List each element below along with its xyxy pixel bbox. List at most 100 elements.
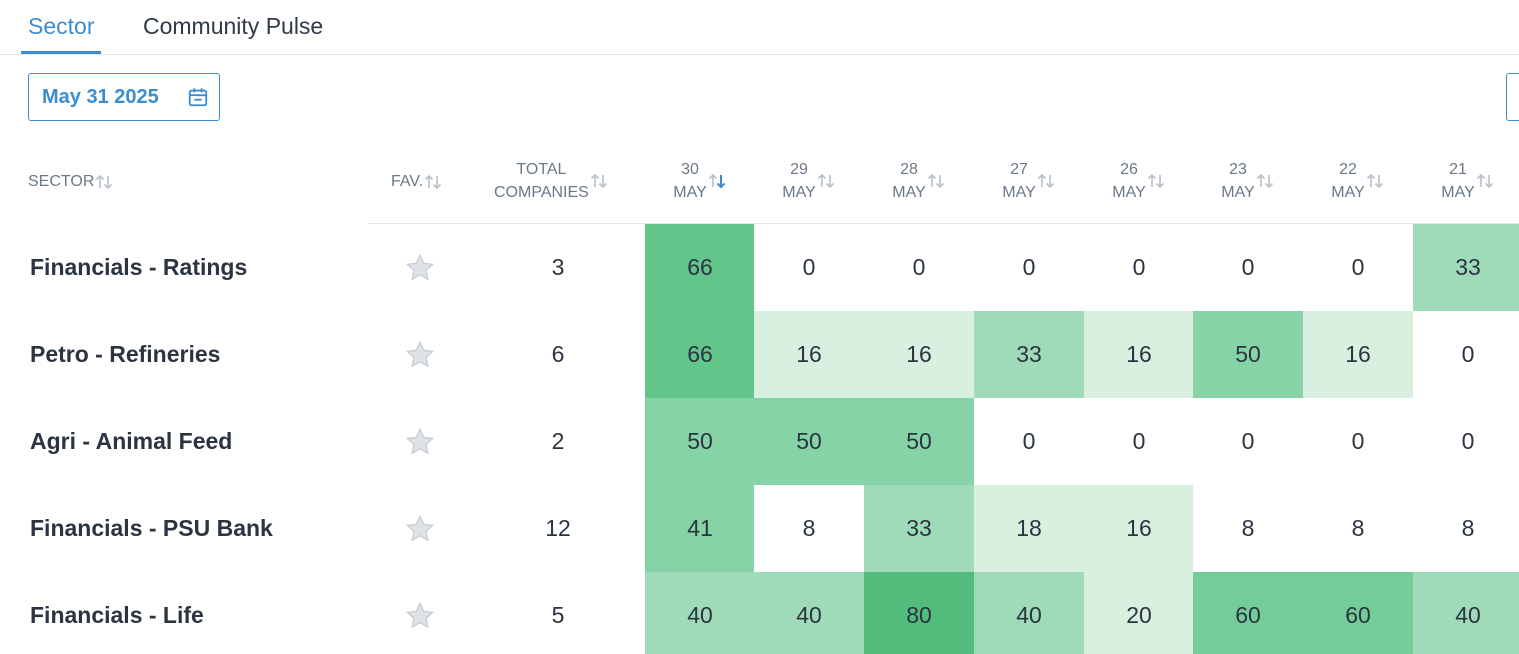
heat-cell: 16 — [1084, 485, 1194, 572]
column-header-total-label: TOTAL COMPANIES — [494, 158, 589, 204]
heat-cell: 18 — [974, 485, 1084, 572]
heat-cell: 33 — [1413, 224, 1519, 311]
date-header-day: 22 — [1339, 161, 1357, 178]
heat-cell: 16 — [864, 311, 974, 398]
date-header-label: 23 MAY — [1221, 158, 1254, 204]
column-header-date-6[interactable]: 22 MAY — [1303, 158, 1413, 204]
sector-name[interactable]: Agri - Animal Feed — [30, 428, 233, 454]
date-header-label: 26 MAY — [1112, 158, 1145, 204]
sort-icon — [96, 174, 113, 189]
heat-cell: 0 — [974, 224, 1084, 311]
heat-cell: 8 — [1193, 485, 1303, 572]
date-header-label: 27 MAY — [1002, 158, 1035, 204]
total-companies-value: 3 — [551, 254, 565, 280]
heat-cell: 80 — [864, 572, 974, 654]
sort-desc-icon — [708, 173, 725, 189]
date-header-day: 26 — [1120, 161, 1138, 178]
date-value: May 31 2025 — [42, 86, 159, 108]
date-header-day: 28 — [900, 161, 918, 178]
date-header-label: 29 MAY — [782, 158, 815, 204]
heat-cell: 60 — [1193, 572, 1303, 654]
heat-cell: 66 — [645, 224, 755, 311]
heat-cell: 0 — [1193, 398, 1303, 485]
heat-cell: 8 — [1413, 485, 1519, 572]
date-header-label: 30 MAY — [673, 158, 706, 204]
date-header-label: 28 MAY — [892, 158, 925, 204]
heat-cell: 40 — [974, 572, 1084, 654]
column-header-fav[interactable]: FAV. — [391, 170, 443, 193]
sort-icon — [1147, 173, 1164, 189]
total-companies-value: 2 — [551, 428, 565, 454]
column-header-date-3[interactable]: 27 MAY — [974, 158, 1084, 204]
column-header-fav-label: FAV. — [391, 173, 424, 191]
column-header-date-4[interactable]: 26 MAY — [1084, 158, 1194, 204]
heat-cell: 60 — [1303, 572, 1413, 654]
column-header-sector-label: SECTOR — [28, 173, 95, 191]
heat-cell: 16 — [754, 311, 864, 398]
heat-cell: 50 — [1193, 311, 1303, 398]
date-header-day: 27 — [1010, 161, 1028, 178]
heat-cell: 8 — [1303, 485, 1413, 572]
sort-icon — [1476, 173, 1493, 189]
total-line2: COMPANIES — [494, 184, 589, 201]
total-companies-value: 12 — [545, 515, 571, 541]
table-row[interactable]: Financials - PSU Bank 12 41 8 33 18 16 8 8 8 — [0, 485, 1519, 572]
heat-cell: 41 — [645, 485, 755, 572]
column-header-date-0[interactable]: 30 MAY — [645, 158, 755, 204]
heat-cell: 16 — [1303, 311, 1413, 398]
date-header-month: MAY — [892, 184, 926, 201]
sort-icon — [1037, 173, 1054, 189]
secondary-control[interactable] — [1506, 73, 1519, 121]
favorite-star-icon[interactable] — [404, 252, 436, 284]
sector-name[interactable]: Financials - Ratings — [30, 254, 248, 280]
sort-icon — [424, 174, 442, 189]
date-header-day: 23 — [1229, 161, 1247, 178]
favorite-star-icon[interactable] — [404, 339, 436, 371]
heat-cell: 0 — [1303, 398, 1413, 485]
tab-sector[interactable]: Sector — [28, 13, 95, 39]
calendar-icon — [188, 88, 208, 107]
sector-name[interactable]: Petro - Refineries — [30, 341, 221, 367]
heat-cell: 0 — [1084, 398, 1194, 485]
column-header-date-1[interactable]: 29 MAY — [754, 158, 864, 204]
date-header-month: MAY — [1002, 184, 1036, 201]
sort-icon — [927, 173, 944, 189]
total-companies-value: 5 — [551, 602, 565, 628]
active-tab-indicator — [21, 51, 101, 54]
favorite-star-icon[interactable] — [404, 513, 436, 545]
heat-cell: 50 — [645, 398, 755, 485]
sector-name[interactable]: Financials - PSU Bank — [30, 515, 273, 541]
heat-cell: 50 — [754, 398, 864, 485]
column-header-date-2[interactable]: 28 MAY — [864, 158, 974, 204]
date-picker[interactable]: May 31 2025 — [28, 73, 220, 121]
heat-cell: 33 — [864, 485, 974, 572]
heat-cell: 0 — [754, 224, 864, 311]
tab-community-pulse[interactable]: Community Pulse — [143, 13, 324, 39]
sort-icon — [1256, 173, 1273, 189]
heat-cell: 0 — [974, 398, 1084, 485]
column-header-total-companies[interactable]: TOTAL COMPANIES — [494, 158, 609, 204]
column-header-date-5[interactable]: 23 MAY — [1193, 158, 1303, 204]
heat-cell: 0 — [1193, 224, 1303, 311]
table-row[interactable]: Petro - Refineries 6 66 16 16 33 16 50 16 0 — [0, 311, 1519, 398]
favorite-star-icon[interactable] — [404, 600, 436, 632]
header-divider — [368, 223, 1519, 224]
date-header-day: 30 — [681, 161, 699, 178]
heat-cell: 0 — [1084, 224, 1194, 311]
sort-icon — [590, 173, 607, 189]
sector-name[interactable]: Financials - Life — [30, 602, 204, 628]
column-header-sector[interactable]: SECTOR — [28, 170, 114, 193]
total-line1: TOTAL — [516, 161, 567, 178]
date-header-label: 21 MAY — [1441, 158, 1474, 204]
date-header-month: MAY — [1221, 184, 1255, 201]
table-row[interactable]: Financials - Life 5 40 40 80 40 20 60 60 40 — [0, 572, 1519, 654]
heat-cell: 33 — [974, 311, 1084, 398]
table-row[interactable]: Agri - Animal Feed 2 50 50 50 0 0 0 0 0 — [0, 398, 1519, 485]
favorite-star-icon[interactable] — [404, 426, 436, 458]
table-row[interactable]: Financials - Ratings 3 66 0 0 0 0 0 0 33 — [0, 224, 1519, 311]
date-header-month: MAY — [1441, 184, 1475, 201]
column-header-date-7[interactable]: 21 MAY — [1413, 158, 1519, 204]
date-header-month: MAY — [1331, 184, 1365, 201]
date-header-day: 29 — [790, 161, 808, 178]
total-companies-value: 6 — [551, 341, 565, 367]
